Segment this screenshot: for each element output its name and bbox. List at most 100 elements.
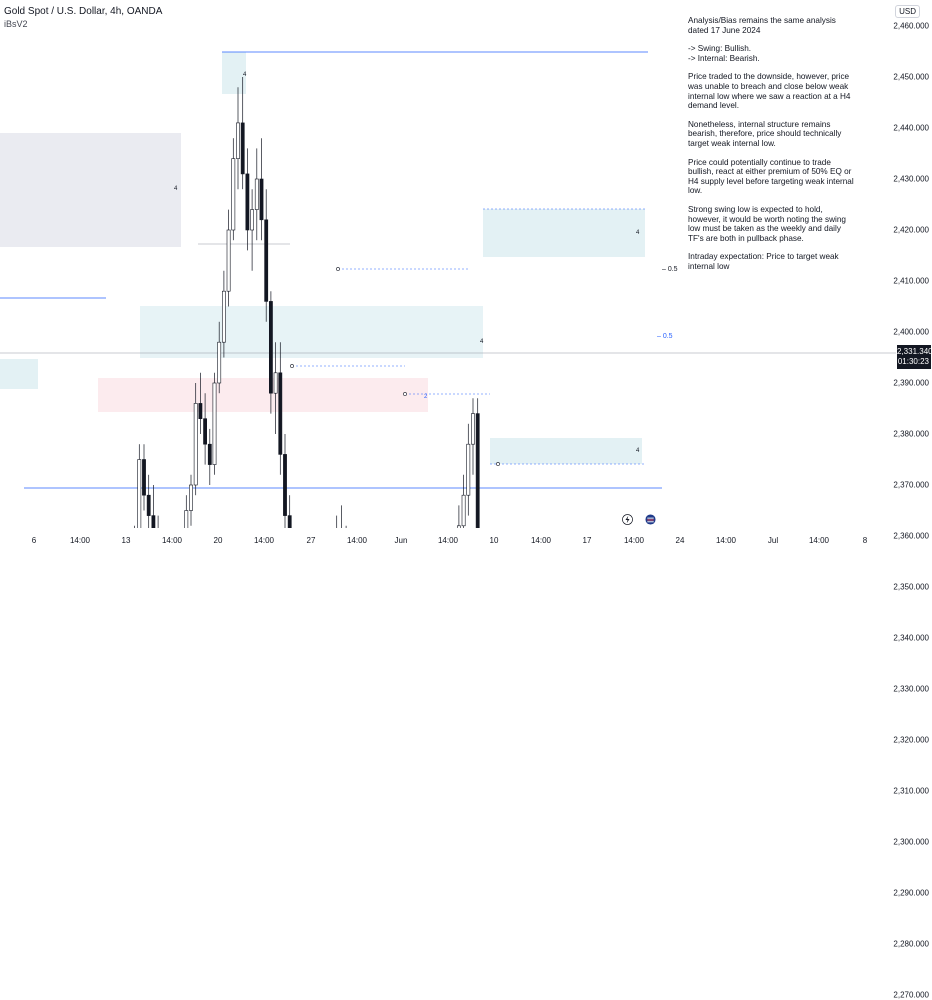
time-tick-label: 14:00 xyxy=(715,536,737,545)
price-tick-label: 2,370.000 xyxy=(893,480,929,490)
price-tick-label: 2,390.000 xyxy=(893,378,929,388)
candle-body xyxy=(273,372,278,394)
time-axis[interactable]: 6 14:00 13 14:00 20 14:00 27 14:00 Jun 14:00 10 14:… xyxy=(0,528,896,550)
price-tick-label: 2,300.000 xyxy=(893,837,929,847)
candle-body xyxy=(240,122,245,175)
indicator-label[interactable]: iBsV2 xyxy=(4,19,28,29)
price-tick-label: 2,320.000 xyxy=(893,735,929,745)
current-price-value: 2,331.340 xyxy=(897,347,932,356)
candle-body xyxy=(283,454,287,516)
time-tick-label: 10 xyxy=(489,536,499,545)
candle-body xyxy=(142,459,146,496)
candle-body xyxy=(287,515,292,528)
zone-marker: 4 xyxy=(636,230,640,236)
swing-point-marker xyxy=(496,462,500,466)
price-chart[interactable]: 4 4 4 4 4 2 xyxy=(0,0,896,528)
price-tick-label: 2,280.000 xyxy=(893,939,929,949)
price-tick-label: 2,410.000 xyxy=(893,276,929,286)
candle-body xyxy=(189,484,193,511)
supply-zone-grey xyxy=(0,133,181,247)
price-tick-label: 2,420.000 xyxy=(893,225,929,235)
price-tick-label: 2,330.000 xyxy=(893,684,929,694)
time-tick-label: 27 xyxy=(306,536,316,545)
candle-body xyxy=(193,403,198,486)
time-tick-label: 14:00 xyxy=(161,536,183,545)
price-tick-label: 2,270.000 xyxy=(893,990,929,1000)
annotation-paragraph: -> Swing: Bullish. xyxy=(688,44,752,54)
candle-body xyxy=(475,413,480,528)
zone-marker: 4 xyxy=(480,339,484,345)
price-tick-label: 2,340.000 xyxy=(893,633,929,643)
time-tick-label: Jul xyxy=(767,536,779,545)
time-tick-label: Jun xyxy=(394,536,408,545)
annotation-paragraph: Analysis/Bias remains the same analysis … xyxy=(688,16,836,35)
candle-body xyxy=(461,494,466,527)
candle-body xyxy=(198,403,203,419)
h4-supply-zone xyxy=(483,209,645,257)
analysis-annotation[interactable]: Analysis/Bias remains the same analysis … xyxy=(688,16,856,280)
candle-body xyxy=(245,173,250,231)
chart-header: Gold Spot / U.S. Dollar, 4h, OANDA iBsV2 xyxy=(4,5,162,31)
candle-body xyxy=(278,372,283,455)
candle-body xyxy=(268,301,273,394)
price-tick-label: 2,450.000 xyxy=(893,72,929,82)
candle-body xyxy=(456,525,461,528)
price-tick-label: 2,350.000 xyxy=(893,582,929,592)
price-tick-label: 2,400.000 xyxy=(893,327,929,337)
eq-label-top: – 0.5 xyxy=(662,266,678,273)
candle-body xyxy=(184,510,189,528)
candle-body xyxy=(212,382,217,465)
demand-zone xyxy=(0,359,38,389)
candle-body xyxy=(466,443,471,496)
price-tick-label: 2,290.000 xyxy=(893,888,929,898)
bar-countdown: 01:30:23 xyxy=(897,357,929,366)
h4-demand-zone xyxy=(490,438,642,464)
demand-zone xyxy=(222,52,246,94)
candle-body xyxy=(231,158,236,231)
current-price-tag: 2,331.340 01:30:23 xyxy=(897,345,932,369)
candle-body xyxy=(250,209,255,231)
candle-body xyxy=(259,178,264,221)
annotation-paragraph: Price traded to the downside, however, p… xyxy=(688,72,851,111)
price-tick-label: 2,440.000 xyxy=(893,123,929,133)
time-tick-label: 14:00 xyxy=(69,536,91,545)
candle-body xyxy=(217,341,222,384)
price-tick-label: 2,360.000 xyxy=(893,531,929,541)
symbol-title: Gold Spot / U.S. Dollar, 4h, OANDA xyxy=(4,6,163,17)
candle-body xyxy=(222,290,226,343)
swing-point-marker xyxy=(403,392,407,396)
annotation-paragraph: Nonetheless, internal structure remains … xyxy=(688,119,842,148)
swing-point-marker xyxy=(290,364,294,368)
candle-body xyxy=(471,413,475,445)
annotation-paragraph: -> Internal: Bearish. xyxy=(688,53,760,63)
time-tick-label: 14:00 xyxy=(346,536,368,545)
zone-marker: 4 xyxy=(243,72,247,78)
time-tick-label: 14:00 xyxy=(530,536,552,545)
price-tick-label: 2,310.000 xyxy=(893,786,929,796)
time-tick-label: 14:00 xyxy=(437,536,459,545)
time-tick-label: 14:00 xyxy=(623,536,645,545)
price-tick-label: 2,460.000 xyxy=(893,21,929,31)
zone-marker: 4 xyxy=(174,186,178,192)
lightning-icon[interactable] xyxy=(622,514,633,525)
time-tick-label: 8 xyxy=(862,536,868,545)
time-tick-label: 20 xyxy=(213,536,223,545)
currency-label[interactable]: USD xyxy=(895,5,920,18)
time-tick-label: 6 xyxy=(31,536,37,545)
price-tick-label: 2,430.000 xyxy=(893,174,929,184)
supply-zone xyxy=(98,378,428,412)
sweep-marker: 2 xyxy=(424,394,428,400)
annotation-paragraph: Strong swing low is expected to hold, ho… xyxy=(688,204,846,243)
flag-icon[interactable] xyxy=(645,514,656,525)
candle-body xyxy=(264,219,269,302)
time-tick-label: 14:00 xyxy=(253,536,275,545)
price-axis[interactable]: USD 2,460.000 2,450.000 2,440.000 2,430.000… xyxy=(893,0,932,1000)
time-tick-label: 14:00 xyxy=(808,536,830,545)
candle-body xyxy=(151,515,156,528)
candle-body xyxy=(207,443,212,465)
time-tick-label: 17 xyxy=(582,536,592,545)
annotation-paragraph: Price could potentially continue to trad… xyxy=(688,157,854,196)
candle-body xyxy=(236,122,240,159)
annotation-paragraph: Intraday expectation: Price to target we… xyxy=(688,252,839,271)
